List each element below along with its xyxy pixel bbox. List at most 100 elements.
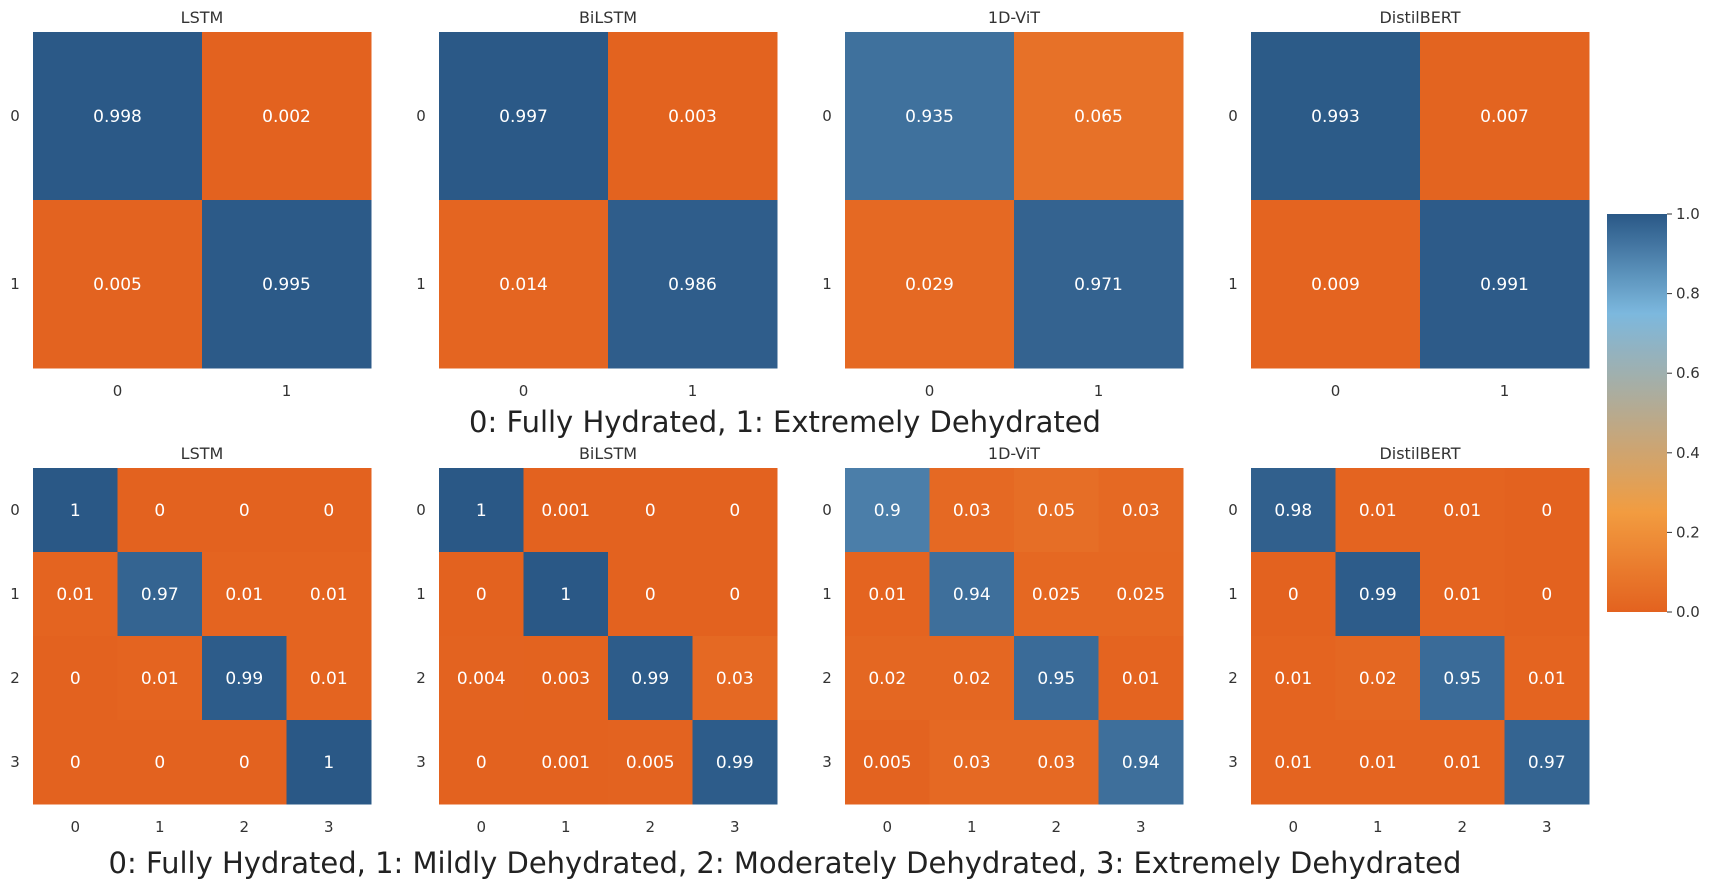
col-tick-label: 1 [561,818,571,836]
heatmap-cell [117,468,203,553]
col-tick-label: 0 [1331,382,1341,400]
cell-value-label: 0.01 [1274,753,1312,773]
col-tick-label: 0 [925,382,935,400]
heatmap-cell [523,720,609,805]
heatmap-title: LSTM [181,8,224,27]
heatmap-cell [692,720,778,805]
heatmap-cell [33,32,203,201]
cell-value-label: 0.014 [499,275,548,295]
row-tick-label: 2 [822,669,832,687]
heatmap-cell [1014,200,1184,369]
cell-value-label: 0.03 [1037,753,1075,773]
heatmap-title: 1D-ViT [988,444,1040,463]
colorbar: 1.0 0.8 0.6 0.4 0.2 0.0 [1607,205,1700,621]
colorbar-tick-label: 0.6 [1676,364,1700,382]
heatmap-cell [1335,468,1421,553]
heatmap-cell [439,468,524,553]
heatmap-cell [1420,552,1505,637]
col-tick-label: 3 [1542,818,1552,836]
row-tick-label: 1 [822,275,832,293]
caption-binary: 0: Fully Hydrated, 1: Extremely Dehydrat… [469,405,1101,439]
cell-value-label: 0.065 [1074,107,1123,127]
cell-value-label: 0.02 [868,669,906,689]
row-tick-label: 0 [10,107,20,125]
caption-multiclass: 0: Fully Hydrated, 1: Mildly Dehydrated,… [109,846,1462,880]
heatmap-cell [202,552,287,637]
cell-value-label: 0.971 [1074,275,1123,295]
cell-value-label: 0.97 [1528,753,1566,773]
heatmap-5: LSTM 1 0 0 0 0.01 0.97 0.01 0.01 0 0.01 0.99 0.01 0 0 0… [10,444,372,836]
cell-value-label: 0.95 [1443,669,1481,689]
cell-value-label: 0 [729,501,740,521]
heatmap-cell [117,636,203,721]
col-tick-label: 1 [1373,818,1383,836]
col-tick-label: 0 [70,818,80,836]
row-tick-label: 1 [822,585,832,603]
cell-value-label: 0.94 [1122,753,1160,773]
heatmap-cell [1504,720,1590,805]
heatmap-cell [1420,32,1590,201]
cell-value-label: 0 [154,501,165,521]
col-tick-label: 1 [282,382,292,400]
row-tick-label: 3 [822,753,832,771]
cell-value-label: 0.99 [631,669,669,689]
heatmap-cell [439,720,524,805]
heatmap-cell [286,552,372,637]
cell-value-label: 0.01 [1122,669,1160,689]
cell-value-label: 0.998 [93,107,142,127]
cell-value-label: 0 [239,501,250,521]
col-tick-label: 1 [1500,382,1510,400]
heatmap-cell [117,720,203,805]
cell-value-label: 0.005 [93,275,142,295]
cell-value-label: 0.005 [626,753,675,773]
cell-value-label: 0.99 [716,753,754,773]
cell-value-label: 0.025 [1032,585,1081,605]
cell-value-label: 0.01 [141,669,179,689]
heatmap-cell [845,32,1015,201]
heatmap-cell [286,636,372,721]
cell-value-label: 1 [476,501,487,521]
heatmap-3: 1D-ViT 0.935 0.065 0.029 0.971 0 1 0 1 [822,8,1184,400]
heatmap-cell [202,720,287,805]
row-tick-label: 0 [1228,501,1238,519]
row-tick-label: 2 [10,669,20,687]
cell-value-label: 0.001 [541,501,590,521]
row-tick-label: 1 [416,585,426,603]
cell-value-label: 0.03 [1122,501,1160,521]
heatmap-cell [439,636,524,721]
cell-value-label: 0.935 [905,107,954,127]
col-tick-label: 1 [967,818,977,836]
heatmap-cell [845,200,1015,369]
row-tick-label: 1 [10,585,20,603]
cell-value-label: 1 [560,585,571,605]
heatmap-cell [1335,720,1421,805]
cell-value-label: 0.05 [1037,501,1075,521]
cell-value-label: 0.03 [953,753,991,773]
heatmap-cell [1014,468,1099,553]
heatmap-cell [202,32,372,201]
heatmap-cell [1014,720,1099,805]
colorbar-gradient [1607,214,1667,612]
heatmap-cell [1251,200,1421,369]
cell-value-label: 0 [70,669,81,689]
heatmap-cell [1420,636,1505,721]
cell-value-label: 0.97 [141,585,179,605]
col-tick-label: 2 [645,818,655,836]
cell-value-label: 0.009 [1311,275,1360,295]
cell-value-label: 0.007 [1480,107,1529,127]
cell-value-label: 0 [1541,585,1552,605]
col-tick-label: 2 [1051,818,1061,836]
cell-value-label: 1 [70,501,81,521]
col-tick-label: 1 [688,382,698,400]
heatmap-cell [523,636,609,721]
heatmap-cell [1504,636,1590,721]
heatmap-cell [33,200,203,369]
heatmap-title: BiLSTM [579,8,637,27]
cell-value-label: 0.001 [541,753,590,773]
heatmap-cell [523,552,609,637]
heatmap-cell [608,552,693,637]
heatmap-cell [33,720,118,805]
heatmap-cell [33,552,118,637]
